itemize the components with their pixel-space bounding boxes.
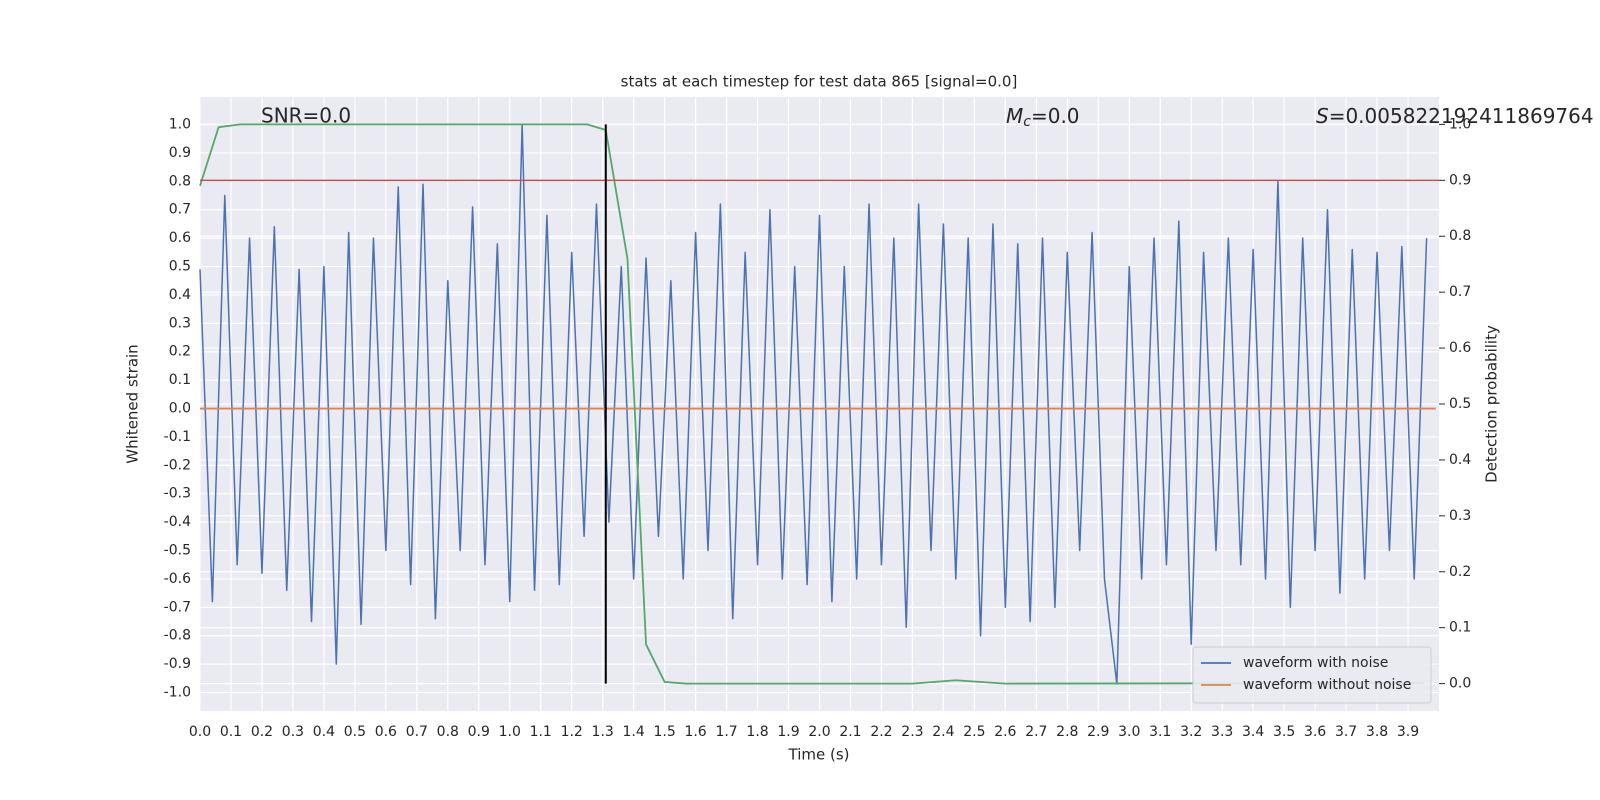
y-tick-label: -0.3 — [164, 486, 191, 502]
x-tick-label: 1.5 — [653, 724, 675, 740]
x-tick-label: 1.6 — [684, 724, 706, 740]
y-tick-label: -0.7 — [164, 599, 191, 615]
y-tick-label: 0.3 — [169, 315, 191, 331]
x-tick-label: 2.4 — [932, 724, 954, 740]
x-tick-label: 1.1 — [530, 724, 552, 740]
x-tick-label: 3.1 — [1149, 724, 1171, 740]
s-symbol: S — [1316, 104, 1329, 128]
y2-tick-label: 0.8 — [1449, 228, 1471, 244]
y2-tick-label: 0.0 — [1449, 676, 1471, 692]
x-tick-label: 0.7 — [406, 724, 428, 740]
y-tick-label: 0.7 — [169, 202, 191, 218]
x-tick-label: 3.6 — [1304, 724, 1326, 740]
x-tick-label: 3.2 — [1180, 724, 1202, 740]
legend-label: waveform without noise — [1243, 677, 1411, 693]
legend-box — [1192, 646, 1432, 704]
x-tick-label: 1.4 — [623, 724, 645, 740]
y-tick-label: -0.1 — [164, 429, 191, 445]
x-tick-label: 2.7 — [1025, 724, 1047, 740]
x-tick-label: 2.0 — [808, 724, 830, 740]
annotation-snr: SNR=0.0 — [261, 104, 351, 128]
y2-tick-label: 0.1 — [1449, 620, 1471, 636]
y-tick-label: -0.9 — [164, 656, 191, 672]
x-tick-label: 1.2 — [561, 724, 583, 740]
y2-tick-label: 0.3 — [1449, 508, 1471, 524]
y-tick-label: 1.0 — [169, 117, 191, 133]
mc-value: =0.0 — [1031, 104, 1080, 128]
y2-tick-label: 0.7 — [1449, 284, 1471, 300]
x-tick-label: 1.7 — [715, 724, 737, 740]
x-tick-label: 2.9 — [1087, 724, 1109, 740]
x-tick-label: 2.1 — [839, 724, 861, 740]
x-tick-label: 1.3 — [592, 724, 614, 740]
y-tick-label: 0.0 — [169, 401, 191, 417]
x-tick-label: 3.4 — [1242, 724, 1264, 740]
y2-tick-label: 0.4 — [1449, 452, 1471, 468]
y-tick-label: 0.5 — [169, 259, 191, 275]
mc-symbol: M — [1006, 104, 1023, 128]
chart-title: stats at each timestep for test data 865… — [621, 73, 1018, 91]
x-tick-label: 3.8 — [1366, 724, 1388, 740]
y-tick-label: -0.4 — [164, 514, 191, 530]
y-tick-label: 0.2 — [169, 344, 191, 360]
y2-tick-label: 0.2 — [1449, 564, 1471, 580]
x-tick-label: 3.0 — [1118, 724, 1140, 740]
y-tick-label: -0.5 — [164, 543, 191, 559]
x-tick-label: 0.0 — [189, 724, 211, 740]
y-tick-label: 0.8 — [169, 173, 191, 189]
x-axis-label: Time (s) — [788, 746, 850, 764]
y-axis-label: Whitened strain — [124, 344, 142, 463]
x-tick-label: 0.3 — [282, 724, 304, 740]
y2-tick-label: 0.5 — [1449, 396, 1471, 412]
s-value: =0.005822192411869764 — [1329, 104, 1594, 128]
x-tick-label: 2.6 — [994, 724, 1016, 740]
x-tick-label: 3.5 — [1273, 724, 1295, 740]
x-tick-label: 0.6 — [375, 724, 397, 740]
series-line — [199, 123, 1428, 685]
annotation-mc: Mc=0.0 — [1006, 104, 1080, 131]
legend-label: waveform with noise — [1243, 655, 1388, 671]
x-tick-label: 2.3 — [901, 724, 923, 740]
y-tick-label: 0.1 — [169, 372, 191, 388]
y2-tick-label: 0.6 — [1449, 340, 1471, 356]
y-tick-label: -0.8 — [164, 628, 191, 644]
x-tick-label: 0.9 — [468, 724, 490, 740]
x-tick-label: 3.3 — [1211, 724, 1233, 740]
y-tick-label: -1.0 — [164, 685, 191, 701]
series-line — [199, 123, 1424, 685]
x-tick-label: 0.1 — [220, 724, 242, 740]
y-tick-label: 0.6 — [169, 230, 191, 246]
x-tick-label: 0.4 — [313, 724, 335, 740]
x-tick-label: 1.9 — [777, 724, 799, 740]
x-tick-label: 0.2 — [251, 724, 273, 740]
x-tick-label: 0.5 — [344, 724, 366, 740]
y-tick-label: -0.2 — [164, 457, 191, 473]
x-tick-label: 0.8 — [437, 724, 459, 740]
y-tick-label: -0.6 — [164, 571, 191, 587]
x-tick-label: 3.9 — [1397, 724, 1419, 740]
x-tick-label: 2.5 — [963, 724, 985, 740]
x-tick-label: 2.8 — [1056, 724, 1078, 740]
x-tick-label: 1.8 — [746, 724, 768, 740]
x-tick-label: 2.2 — [870, 724, 892, 740]
y-tick-label: 0.4 — [169, 287, 191, 303]
x-tick-label: 3.7 — [1335, 724, 1357, 740]
annotation-s: S=0.005822192411869764 — [1316, 104, 1594, 128]
y2-tick-label: 0.9 — [1449, 172, 1471, 188]
y-tick-label: 0.9 — [169, 145, 191, 161]
x-tick-label: 1.0 — [499, 724, 521, 740]
y2-axis-label: Detection probability — [1483, 325, 1501, 483]
y2-tick-label: 1.0 — [1449, 116, 1471, 132]
mc-subscript: c — [1023, 114, 1031, 130]
